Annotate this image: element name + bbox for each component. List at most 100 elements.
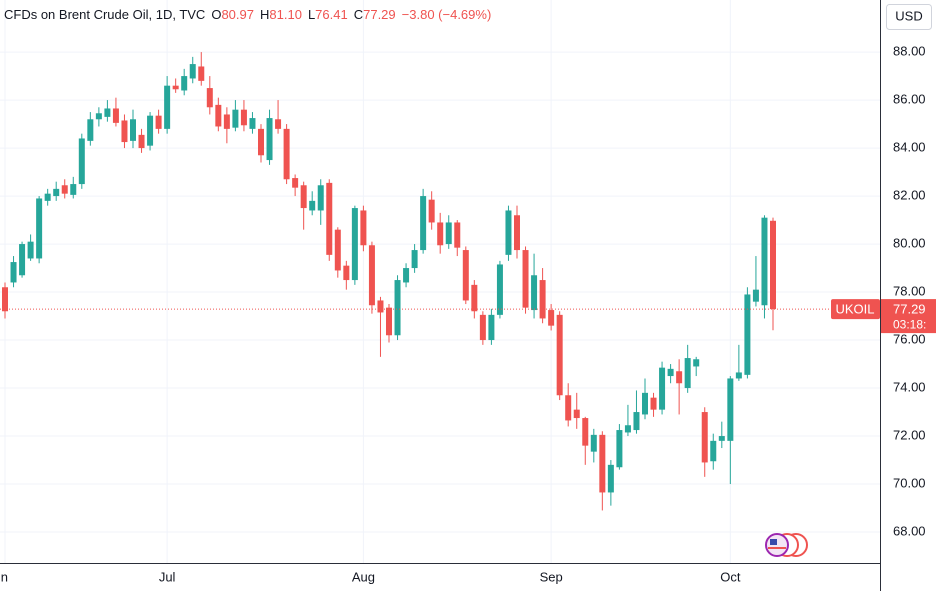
candle-body xyxy=(147,115,154,146)
y-tick-label: 70.00 xyxy=(893,475,926,490)
candle-body xyxy=(309,200,316,211)
candle-body xyxy=(189,64,196,79)
candle-body xyxy=(701,412,708,463)
candle-body xyxy=(292,178,299,188)
candle-body xyxy=(326,182,333,255)
candle-body xyxy=(104,108,111,117)
candle-body xyxy=(514,215,520,251)
candle-body xyxy=(317,185,324,211)
candle-body xyxy=(659,367,666,410)
candle-body xyxy=(232,109,239,128)
candle-body xyxy=(2,287,8,312)
candle-body xyxy=(394,280,401,336)
legend-item: C xyxy=(354,7,363,22)
candle-body xyxy=(215,104,222,127)
candle-body xyxy=(10,262,17,283)
candle-body xyxy=(266,118,273,161)
y-tick-label: 86.00 xyxy=(893,92,926,107)
legend-item: 81.10 xyxy=(269,7,302,22)
candle-body xyxy=(70,184,77,195)
candle-body xyxy=(582,418,589,446)
candle-body xyxy=(684,358,691,389)
legend-item: H xyxy=(260,7,269,22)
x-tick-label: Jun xyxy=(0,569,8,584)
candle-body xyxy=(377,300,384,313)
candle-body xyxy=(61,185,68,194)
candle-body xyxy=(624,425,631,433)
flag-icon xyxy=(765,533,808,557)
candle-body xyxy=(496,264,503,315)
x-tick-label: Sep xyxy=(540,569,563,584)
x-tick-label: Aug xyxy=(352,569,375,584)
candle-body xyxy=(667,368,674,377)
legend-item: −3.80 (−4.69%) xyxy=(402,7,492,22)
candle-body xyxy=(761,217,768,306)
candle-body xyxy=(411,250,418,269)
candle-body xyxy=(505,210,512,255)
candle-body xyxy=(676,371,683,384)
candle-body xyxy=(112,108,119,123)
candle-body xyxy=(351,208,358,281)
candle-body xyxy=(565,395,572,421)
candle-body xyxy=(744,294,751,375)
candle-body xyxy=(78,138,85,185)
candle-body xyxy=(386,307,392,336)
candle-body xyxy=(488,314,495,341)
candle-body xyxy=(735,372,742,379)
candle-body xyxy=(752,289,759,302)
candle-body xyxy=(599,434,606,493)
candle-body xyxy=(727,378,734,441)
candle-body xyxy=(87,119,94,141)
candle-body xyxy=(138,134,145,149)
x-tick-label: Jul xyxy=(159,569,176,584)
candle-body xyxy=(258,128,264,156)
legend-item: L xyxy=(308,7,315,22)
candle-body xyxy=(275,119,282,129)
grid xyxy=(0,0,880,563)
candle-body xyxy=(437,222,444,246)
candle-body xyxy=(334,229,341,271)
y-tick-label: 84.00 xyxy=(893,140,926,155)
candle-body xyxy=(650,397,657,410)
candle-body xyxy=(95,113,102,120)
candle-body xyxy=(19,244,26,276)
candle-body xyxy=(590,434,597,452)
candle-body xyxy=(181,76,188,91)
y-tick-label: 76.00 xyxy=(893,331,926,346)
candle-body xyxy=(462,250,469,301)
candles xyxy=(2,52,776,511)
candle-body xyxy=(633,412,640,431)
candle-body xyxy=(121,120,128,143)
candle-body xyxy=(522,250,529,308)
candle-body xyxy=(710,440,717,462)
currency-box[interactable] xyxy=(886,4,932,30)
currency: USD xyxy=(895,8,922,23)
symbol-tag-box xyxy=(831,299,880,320)
candle-body xyxy=(198,66,205,81)
y-tick-label: 80.00 xyxy=(893,236,926,251)
y-tick-label: 68.00 xyxy=(893,523,926,538)
legend-item: CFDs on Brent Crude Oil, 1D, TVC xyxy=(4,7,205,22)
candle-body xyxy=(223,114,230,129)
candle-body xyxy=(300,185,307,209)
candle-body xyxy=(548,310,555,326)
legend-item: 77.29 xyxy=(363,7,396,22)
y-tick-label: 82.00 xyxy=(893,188,926,203)
legend-item: 76.41 xyxy=(315,7,348,22)
candle-body xyxy=(249,118,256,129)
candle-body xyxy=(130,119,136,141)
y-tick-label: 78.00 xyxy=(893,283,926,298)
legend-item: 80.97 xyxy=(221,7,254,22)
candle-body xyxy=(770,220,776,310)
y-tick-label: 74.00 xyxy=(893,379,926,394)
candle-body xyxy=(428,199,435,223)
candle-body xyxy=(368,245,375,306)
legend-item: O xyxy=(211,7,221,22)
candle-body xyxy=(445,222,452,245)
candle-body xyxy=(454,222,461,248)
candle-body xyxy=(693,359,700,367)
candle-body xyxy=(283,128,290,180)
candle-body xyxy=(573,409,580,419)
candle-body xyxy=(539,280,546,319)
